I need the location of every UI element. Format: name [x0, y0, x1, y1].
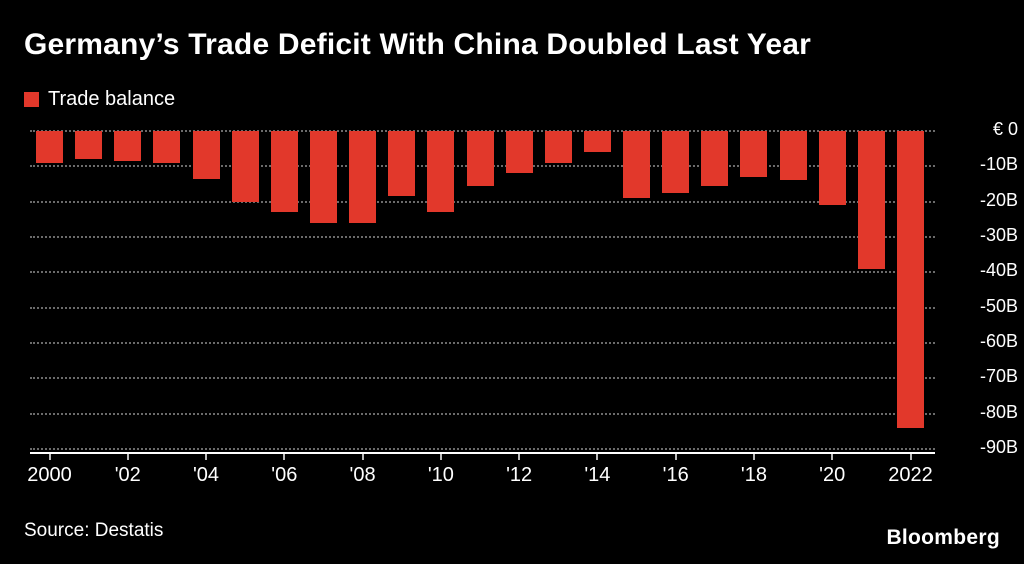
bar-2005 — [231, 131, 259, 202]
bar-2003 — [153, 131, 181, 163]
bar-2020 — [818, 131, 846, 206]
x-axis-tick-label: '20 — [819, 464, 846, 486]
x-axis-tick — [518, 454, 521, 460]
y-axis-tick-label: -20B — [979, 189, 1018, 210]
y-axis-tick-label: € 0 — [992, 119, 1018, 139]
x-axis-tick-label: '06 — [271, 464, 298, 486]
y-axis-tick-label: -50B — [979, 295, 1018, 316]
gridline — [30, 200, 935, 203]
legend-swatch-icon — [24, 92, 39, 107]
y-axis-tick-label: -90B — [979, 437, 1018, 457]
chart-title: Germany’s Trade Deficit With China Doubl… — [24, 28, 812, 61]
x-axis-tick-label: '14 — [584, 464, 611, 486]
x-axis-tick — [205, 454, 208, 460]
y-axis-tick-label: -70B — [979, 366, 1018, 387]
x-axis-tick — [361, 454, 364, 460]
gridline — [30, 306, 935, 309]
x-axis-tick — [439, 454, 442, 460]
x-axis-tick — [909, 454, 912, 460]
bar-2022 — [897, 131, 924, 428]
plot-area: 2000 '02 '04 '06 '08 '10 '12 '14 '16 '18 '20 2022 €… — [27, 119, 1024, 510]
x-axis-tick — [831, 454, 834, 460]
x-axis-tick-label: 2022 — [888, 464, 933, 486]
bar-2014 — [583, 131, 611, 153]
bar-2012 — [505, 131, 533, 174]
bar-2016 — [662, 131, 690, 193]
x-axis-tick — [48, 454, 51, 460]
bar-2019 — [779, 131, 807, 181]
y-axis-tick-label: -40B — [979, 260, 1018, 281]
x-axis-tick — [752, 454, 755, 460]
bloomberg-logo: Bloomberg — [886, 526, 1000, 549]
gridline — [30, 271, 935, 274]
bar-2013 — [544, 131, 572, 163]
x-axis-tick-label: '16 — [662, 464, 689, 486]
x-axis-tick — [283, 454, 286, 460]
gridline — [30, 377, 935, 380]
gridline — [30, 448, 935, 450]
bar-2021 — [857, 131, 885, 269]
gridline — [30, 412, 935, 415]
x-axis-tick — [126, 454, 129, 460]
y-axis-tick-label: -10B — [979, 154, 1018, 175]
x-axis-tick-label: '02 — [114, 464, 141, 486]
bar-2007 — [309, 131, 337, 223]
bar-2001 — [75, 131, 103, 160]
y-axis-tick-label: -80B — [979, 401, 1018, 422]
x-axis-tick-label: '12 — [506, 464, 533, 486]
y-axis-tick-label: -60B — [979, 331, 1018, 351]
x-axis-tick-label: '08 — [349, 464, 376, 486]
gridline — [30, 236, 935, 238]
legend: Trade balance — [24, 88, 175, 111]
x-axis-tick-label: '18 — [740, 464, 767, 486]
x-axis-tick-label: '04 — [192, 464, 220, 486]
bar-2010 — [427, 131, 455, 213]
bar-2004 — [192, 131, 220, 179]
y-axis-tick-label: -30B — [979, 225, 1018, 245]
x-axis-tick-label: 2000 — [27, 464, 72, 486]
bar-2011 — [466, 131, 494, 186]
bar-2015 — [623, 131, 651, 199]
source-note: Source: Destatis — [24, 520, 164, 541]
x-axis-tick — [596, 454, 599, 460]
x-axis-line — [30, 452, 935, 454]
bar-2008 — [349, 131, 377, 223]
bar-2017 — [701, 131, 729, 186]
bar-2000 — [36, 131, 63, 163]
bar-2006 — [270, 131, 298, 213]
gridline — [30, 342, 935, 344]
x-axis-tick — [674, 454, 677, 460]
x-axis-tick-label: '10 — [427, 464, 454, 486]
legend-label: Trade balance — [48, 88, 176, 110]
bar-2002 — [114, 131, 142, 162]
bar-2009 — [388, 131, 416, 197]
bar-2018 — [740, 131, 768, 177]
